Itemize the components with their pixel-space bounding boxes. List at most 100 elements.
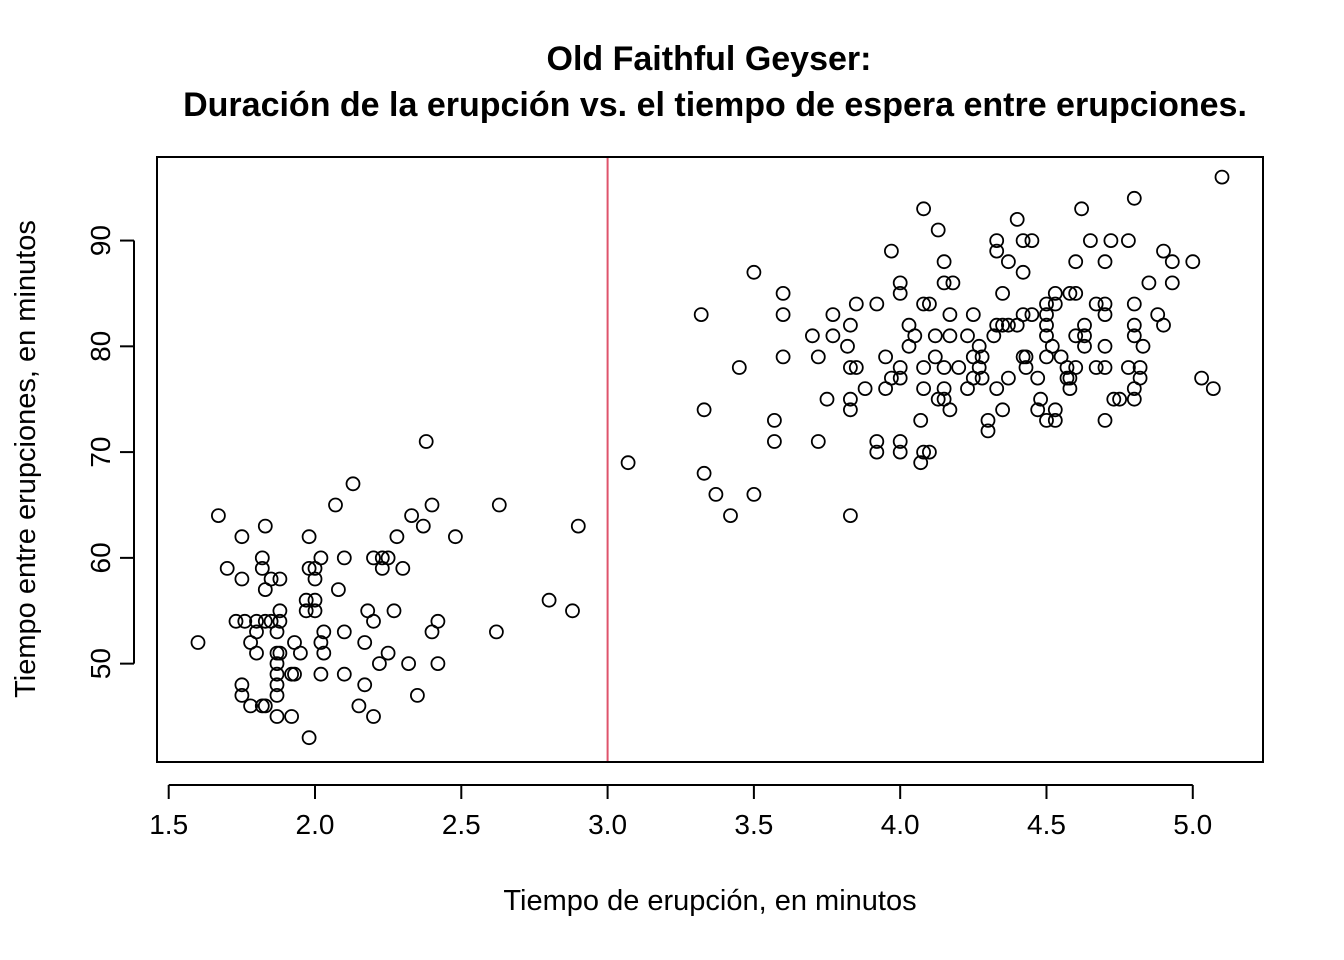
y-tick-label: 50 (85, 648, 116, 679)
data-point (1112, 391, 1127, 407)
data-point (307, 603, 323, 619)
data-point (263, 571, 279, 587)
data-point (254, 550, 270, 566)
data-point (401, 656, 417, 671)
data-point (371, 656, 387, 671)
data-point (307, 571, 323, 587)
data-point (922, 444, 937, 460)
data-point (1015, 264, 1031, 280)
data-point (307, 592, 323, 608)
data-point (272, 571, 288, 587)
data-point (916, 444, 931, 460)
data-point (269, 688, 285, 703)
data-point (1068, 254, 1084, 270)
data-point (1001, 370, 1016, 386)
data-point (298, 592, 314, 608)
data-point (1047, 285, 1063, 301)
data-point (775, 285, 791, 301)
data-point (878, 349, 893, 365)
data-point (386, 603, 402, 619)
x-tick-label: 4.5 (1027, 809, 1066, 840)
data-point (234, 688, 250, 703)
data-point (936, 254, 952, 270)
data-point (746, 486, 762, 502)
data-point (1047, 402, 1063, 418)
data-point (892, 370, 908, 386)
data-point (269, 656, 285, 671)
data-point (424, 497, 440, 513)
data-point (219, 561, 235, 576)
data-point (1068, 285, 1084, 301)
data-point (843, 360, 858, 375)
data-point (395, 561, 411, 576)
data-point (1121, 360, 1136, 375)
data-point (366, 709, 381, 724)
data-point (292, 645, 308, 661)
data-point (869, 444, 885, 460)
data-point (965, 307, 981, 323)
data-point (1074, 201, 1089, 217)
data-point (1018, 360, 1034, 375)
data-point (1088, 360, 1104, 375)
data-point (1001, 317, 1016, 333)
data-point (351, 698, 367, 714)
data-point (843, 391, 858, 407)
data-point (857, 381, 873, 397)
data-point (1068, 328, 1084, 344)
data-point (316, 645, 332, 661)
data-point (237, 613, 253, 629)
data-point (825, 307, 841, 323)
data-point (922, 296, 937, 312)
data-point (1033, 391, 1048, 407)
data-point (913, 455, 929, 471)
data-point (234, 571, 250, 587)
data-point (1097, 360, 1113, 375)
data-point (696, 402, 712, 418)
data-point (190, 635, 206, 650)
data-point (693, 307, 709, 323)
data-point (234, 529, 250, 545)
data-point (254, 561, 270, 576)
y-axis: 50 60 70 80 90 (85, 225, 135, 679)
data-point (843, 317, 858, 333)
chart-title: Old Faithful Geyser: (547, 40, 872, 78)
data-point (1030, 402, 1046, 418)
data-point (1164, 275, 1180, 291)
data-point (775, 349, 791, 365)
data-point (971, 360, 987, 375)
data-point (257, 698, 273, 714)
data-point (810, 349, 826, 365)
x-axis-label: Tiempo de erupción, en minutos (503, 885, 916, 917)
data-point (404, 508, 420, 523)
data-point (620, 455, 636, 471)
data-point (1077, 328, 1092, 344)
data-point (936, 275, 952, 291)
data-point (927, 349, 943, 365)
y-tick-label: 60 (85, 542, 116, 573)
data-point (916, 360, 931, 375)
data-point (269, 666, 285, 682)
data-point (1194, 370, 1209, 386)
data-point (989, 233, 1005, 249)
data-point (848, 296, 864, 312)
data-point (313, 635, 329, 650)
data-point (301, 730, 317, 746)
data-point (810, 434, 826, 449)
data-point (1039, 317, 1054, 333)
data-point (336, 666, 352, 682)
data-point (1062, 285, 1078, 301)
data-point (1214, 169, 1230, 185)
data-point (907, 328, 923, 344)
data-point (989, 317, 1005, 333)
data-point (430, 656, 446, 671)
data-point (869, 296, 885, 312)
data-point (936, 360, 952, 375)
data-point (892, 434, 908, 449)
data-point (284, 709, 300, 724)
data-point (374, 550, 390, 566)
data-point (945, 275, 961, 291)
data-point (913, 412, 929, 428)
data-point (389, 529, 405, 545)
data-point (995, 317, 1010, 333)
data-point (1047, 296, 1063, 312)
